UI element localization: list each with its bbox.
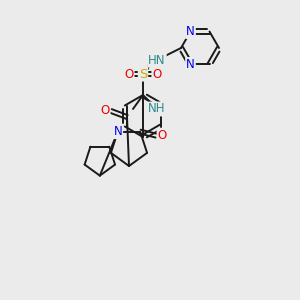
Text: NH: NH (148, 103, 166, 116)
Text: O: O (124, 68, 134, 80)
Text: N: N (186, 25, 195, 38)
Text: N: N (113, 125, 122, 138)
Text: S: S (139, 68, 147, 80)
Text: HN: HN (148, 53, 166, 67)
Text: O: O (158, 129, 167, 142)
Text: N: N (186, 58, 195, 71)
Text: O: O (152, 68, 162, 80)
Text: O: O (100, 104, 109, 118)
